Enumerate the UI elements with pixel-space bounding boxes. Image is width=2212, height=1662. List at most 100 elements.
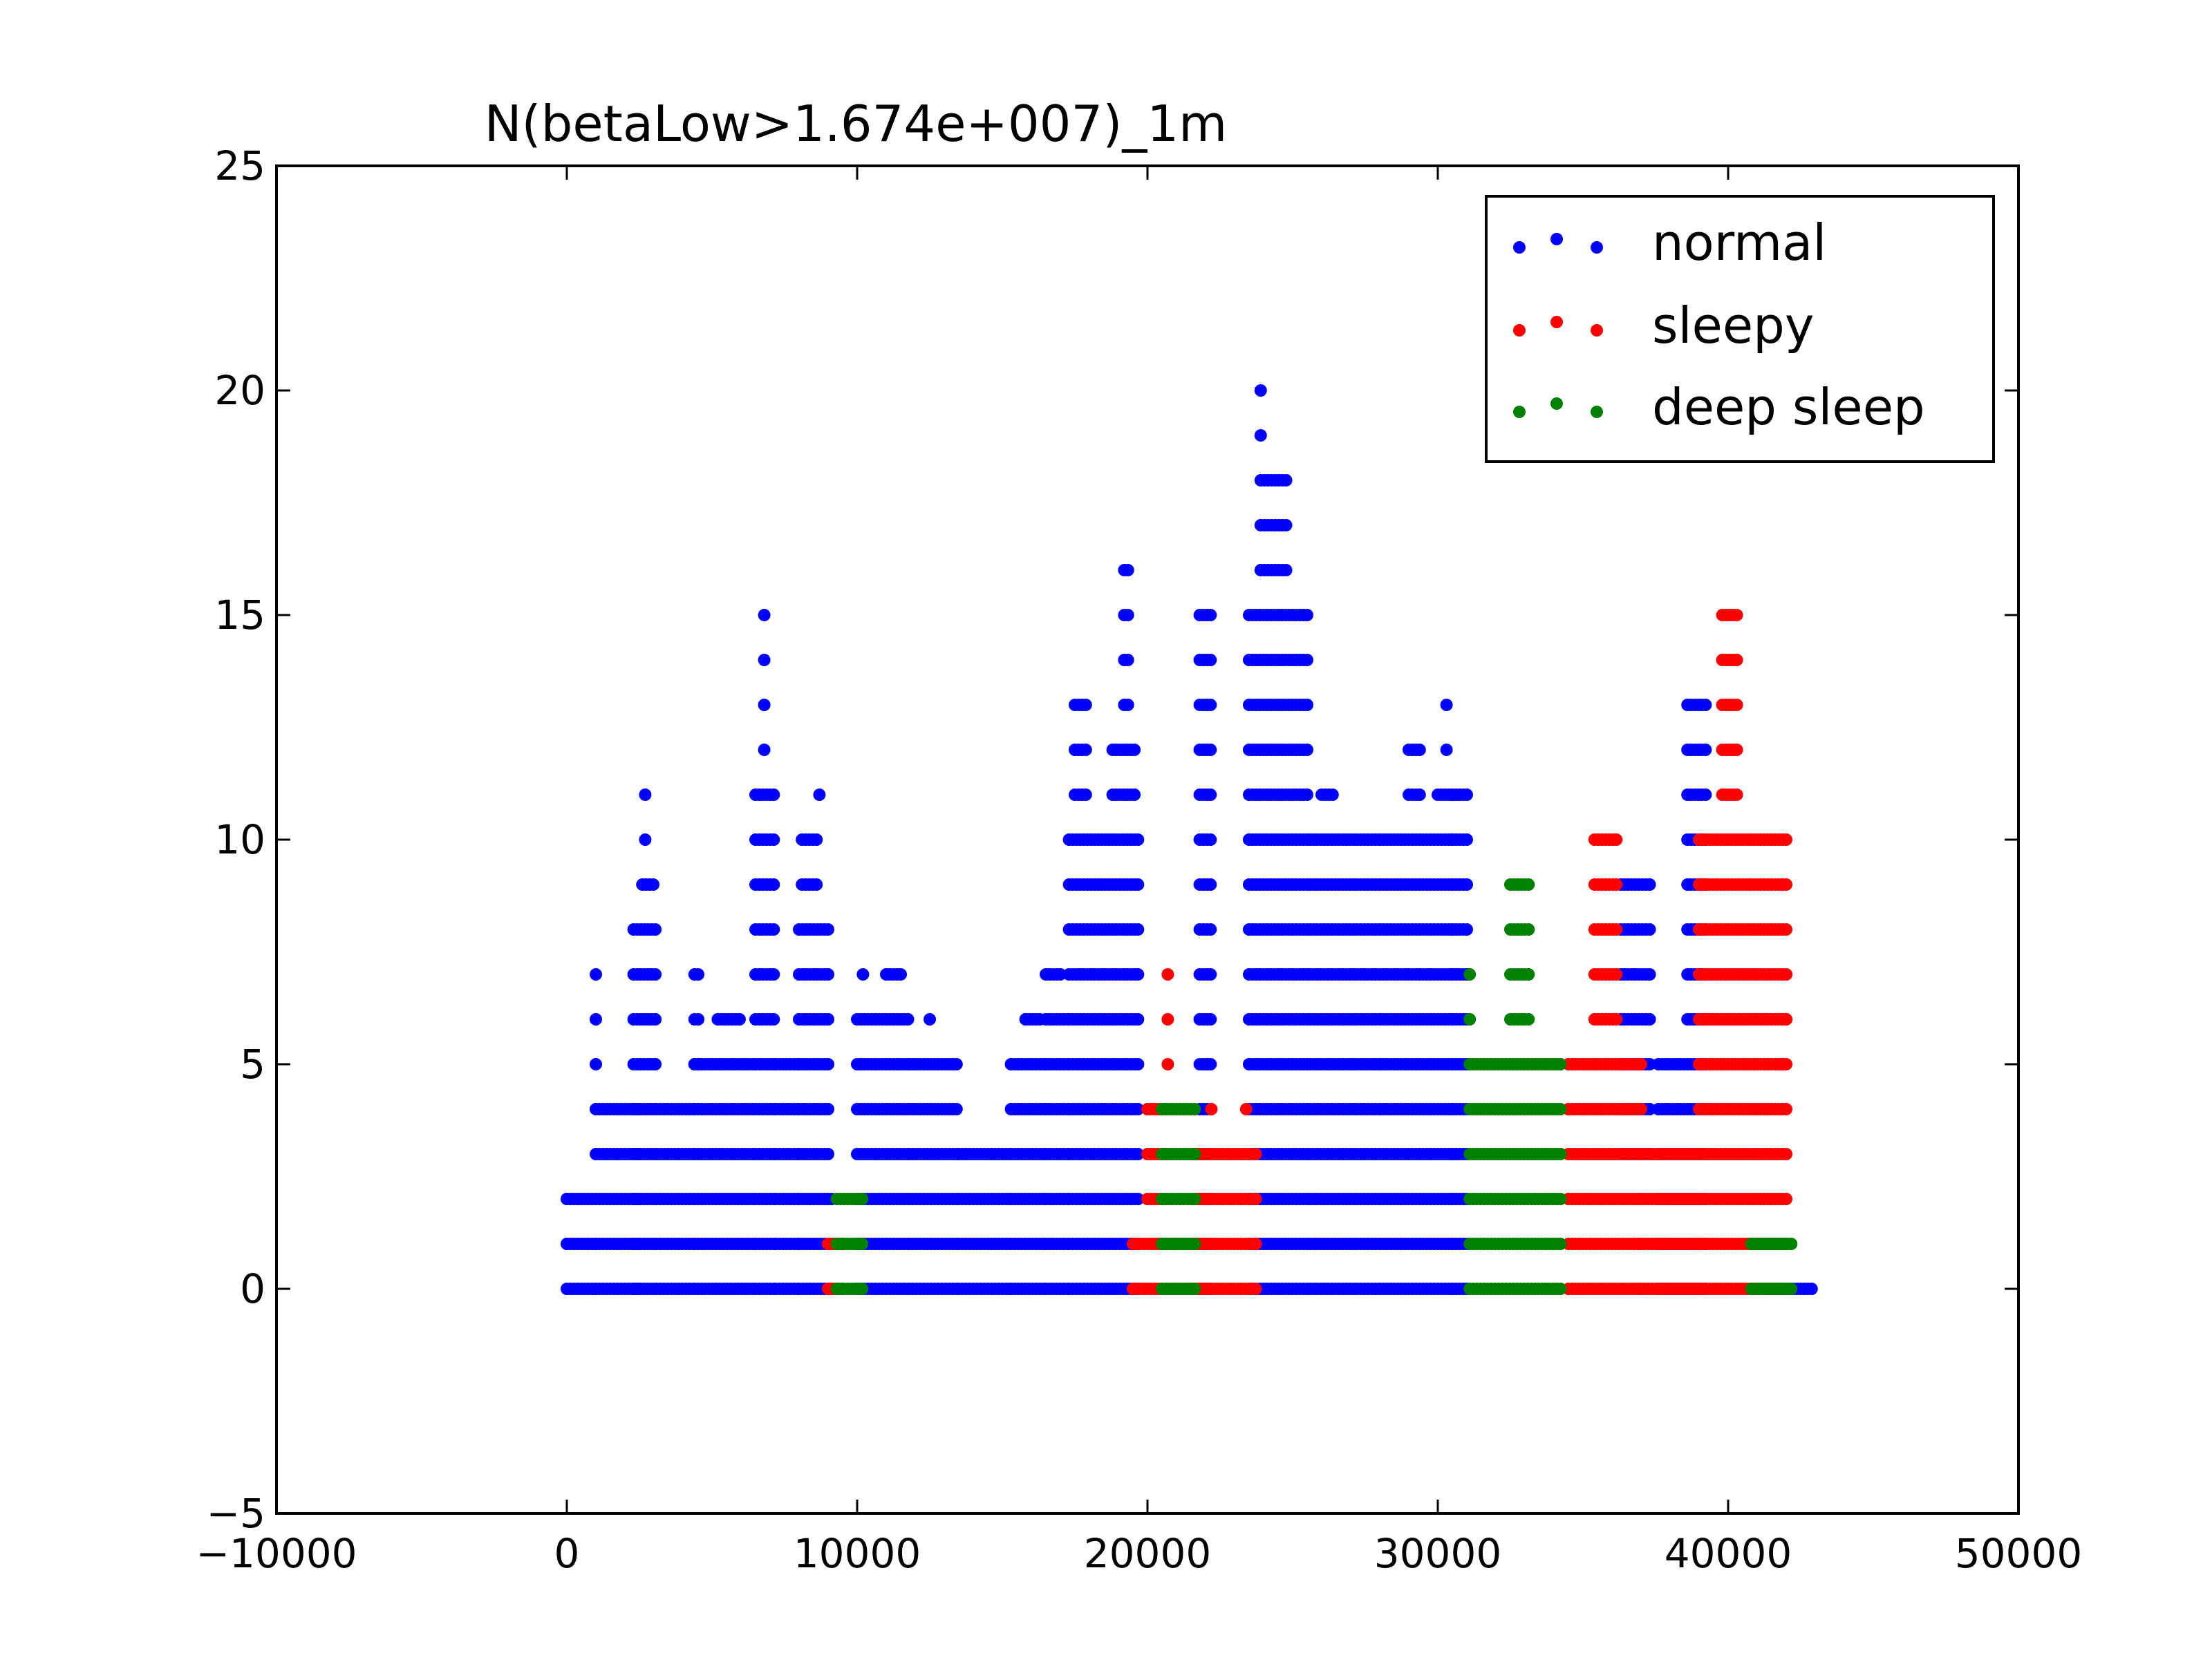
legend-item: normal [1513, 214, 1826, 272]
data-point [1413, 788, 1426, 801]
data-point [1699, 699, 1712, 711]
legend-label: deep sleep [1652, 378, 1925, 436]
data-point [1161, 1058, 1174, 1070]
legend-marker [1550, 397, 1563, 410]
data-point [1204, 654, 1217, 666]
data-point [1463, 1013, 1477, 1026]
data-point [1780, 1148, 1792, 1160]
y-tick-label: −5 [207, 1490, 266, 1537]
data-point [1522, 923, 1535, 936]
data-point [1463, 968, 1477, 981]
x-tick-label: 0 [554, 1530, 580, 1577]
data-point [767, 968, 780, 981]
data-point [639, 833, 652, 846]
data-point [1610, 968, 1623, 981]
data-point [1643, 1103, 1656, 1115]
data-point [1132, 1058, 1145, 1070]
data-point [1522, 878, 1535, 891]
data-point [822, 1058, 834, 1070]
data-point [1554, 1238, 1567, 1250]
data-point [1054, 968, 1067, 981]
data-point [1280, 474, 1293, 487]
data-point [1188, 1193, 1201, 1205]
data-point [1188, 1103, 1201, 1115]
data-point [1643, 878, 1656, 891]
data-point [822, 1148, 834, 1160]
data-point [1440, 699, 1453, 711]
data-point [1301, 654, 1313, 666]
data-point [810, 878, 823, 891]
data-point [758, 744, 771, 756]
data-point [856, 1238, 869, 1250]
legend: normal sleepy deep sleep [1485, 195, 1995, 463]
data-point [1780, 878, 1792, 891]
data-point [1079, 744, 1092, 756]
data-point [1643, 1058, 1656, 1070]
data-point [1204, 788, 1217, 801]
legend-marker [1591, 241, 1603, 254]
legend-marker [1513, 324, 1526, 337]
data-point [822, 1013, 834, 1026]
data-point [1128, 744, 1141, 756]
data-point [1522, 1013, 1535, 1026]
data-point [1079, 699, 1092, 711]
data-point [767, 923, 780, 936]
data-point [813, 788, 826, 801]
data-point [924, 1013, 936, 1026]
data-point [1132, 1103, 1145, 1115]
data-point [767, 788, 780, 801]
data-point [1132, 968, 1145, 981]
data-point [1730, 744, 1743, 756]
y-tick-label: 20 [214, 367, 265, 414]
data-point [1635, 1058, 1647, 1070]
data-point [1730, 654, 1743, 666]
x-tick-label: 40000 [1665, 1530, 1792, 1577]
data-point [1301, 609, 1313, 621]
data-point [1413, 744, 1426, 756]
x-tick-label: 20000 [1084, 1530, 1212, 1577]
data-point [1188, 1238, 1201, 1250]
data-point [1554, 1103, 1567, 1115]
data-point [1461, 923, 1473, 936]
legend-marker [1513, 406, 1526, 418]
data-point [1805, 1283, 1818, 1295]
data-point [1204, 1058, 1217, 1070]
y-axis: −5 0 5 10 15 20 25 [207, 142, 2018, 1537]
data-point [1554, 1193, 1567, 1205]
legend-label: normal [1652, 214, 1826, 272]
data-point [894, 968, 907, 981]
data-point [1643, 1013, 1656, 1026]
x-axis: −10000 0 10000 20000 30000 40000 50000 [196, 166, 2082, 1577]
legend-marker [1591, 324, 1603, 337]
data-point [692, 968, 705, 981]
data-point [692, 1013, 705, 1026]
data-point [590, 968, 602, 981]
data-point [1204, 923, 1217, 936]
x-tick-label: 50000 [1955, 1530, 2083, 1577]
data-point [1188, 1148, 1201, 1160]
data-point [1249, 1283, 1262, 1295]
data-point [1132, 1148, 1145, 1160]
data-point [1204, 833, 1217, 846]
data-point [1249, 1193, 1262, 1205]
x-tick-label: 30000 [1374, 1530, 1502, 1577]
data-point [822, 968, 834, 981]
data-point [1610, 1013, 1623, 1026]
data-point [649, 1058, 662, 1070]
data-point [1461, 833, 1473, 846]
data-point [1610, 923, 1623, 936]
legend-marker [1513, 241, 1526, 254]
y-tick-label: 10 [214, 816, 265, 863]
legend-label: sleepy [1652, 296, 1814, 355]
data-point [1699, 744, 1712, 756]
chart-title: N(betaLow>1.674e+007)_1m [485, 95, 1228, 153]
data-point [639, 788, 652, 801]
data-point [1204, 744, 1217, 756]
y-tick-label: 15 [214, 592, 265, 639]
data-point [1132, 1013, 1145, 1026]
data-point [1128, 788, 1141, 801]
data-point [1440, 744, 1453, 756]
data-point [1301, 788, 1313, 801]
